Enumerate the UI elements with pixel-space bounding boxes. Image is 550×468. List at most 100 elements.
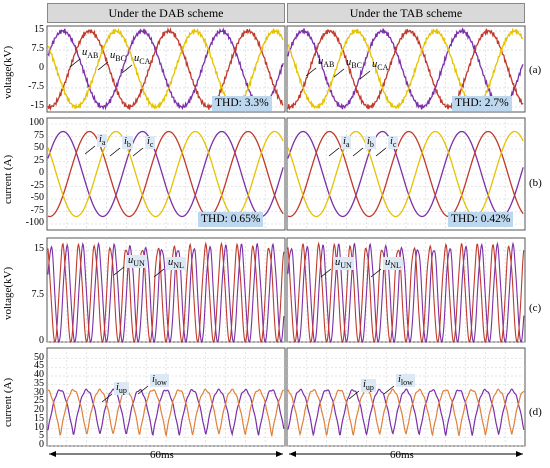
y-tick-label: 25 <box>34 154 44 166</box>
annotation-pointer <box>97 61 109 71</box>
i-low-trace <box>287 388 525 437</box>
annotation-pointer <box>84 145 96 155</box>
y-tick-label: 15 <box>34 24 44 36</box>
y-tick-label: 35 <box>34 377 44 389</box>
i-b-trace <box>47 130 284 218</box>
y-axis-label: voltage(kV) <box>2 266 14 320</box>
panel-label: (c) <box>529 302 542 314</box>
waveform-annotation: ic <box>388 136 399 150</box>
y-tick-label: -15 <box>30 99 44 111</box>
annotation-pointer <box>328 147 340 157</box>
y-tick-label: -75 <box>30 204 44 216</box>
waveform-annotation: iup <box>114 382 129 396</box>
thd-badge-dab: THD: 3.3% <box>212 96 272 111</box>
y-tick-label: 30 <box>34 386 44 398</box>
waveform-annotation: ia <box>97 134 108 148</box>
annotation-pointer <box>69 58 81 68</box>
annotation-pointer <box>383 385 395 395</box>
dab-scheme-header: Under the DAB scheme <box>47 3 285 23</box>
y-tick-label: 25 <box>34 395 44 407</box>
annotation-pointer <box>153 268 165 278</box>
y-tick-label: 20 <box>34 404 44 415</box>
time-span-right: 60ms <box>390 449 414 461</box>
y-tick-label: 100 <box>29 117 44 128</box>
panel-label: (b) <box>529 177 542 189</box>
waveform-annotation: uNL <box>166 257 186 271</box>
annotation-pointer <box>132 147 144 157</box>
waveform-annotation: uBC <box>346 57 362 71</box>
annotation-pointer <box>333 68 345 78</box>
i-a-trace <box>47 130 284 218</box>
arrow-head-right-icon <box>516 451 523 457</box>
annotation-pointer <box>359 70 371 80</box>
y-tick-label: -25 <box>30 179 44 191</box>
y-tick-label: 7.5 <box>31 289 45 301</box>
y-tick-label: -50 <box>30 192 44 203</box>
annotation-pointer <box>348 390 360 400</box>
u-bc-trace <box>287 28 524 111</box>
waveform-annotation: ilow <box>396 374 415 388</box>
panel-label: (d) <box>529 406 542 418</box>
arrow-head-right-icon <box>276 451 283 457</box>
y-tick-label: 0 <box>39 439 44 450</box>
panel-label: (a) <box>529 64 542 76</box>
time-span-left: 60ms <box>150 449 174 461</box>
u-nl-trace <box>47 241 285 344</box>
arrow-head-left-icon <box>289 451 296 457</box>
y-tick-label: 50 <box>34 351 44 363</box>
waveform-annotation: uBC <box>110 50 126 64</box>
y-tick-label: 0 <box>39 335 44 346</box>
i-a-trace <box>287 130 524 218</box>
i-b-trace <box>287 130 524 218</box>
annotation-pointer <box>375 147 387 157</box>
y-tick-label: -100 <box>25 217 44 228</box>
y-tick-label: 15 <box>34 412 44 424</box>
waveform-annotation: ia <box>341 136 352 150</box>
i-c-trace <box>47 130 284 218</box>
y-axis-label: current (A) <box>2 377 14 427</box>
arrow-head-left-icon <box>49 451 56 457</box>
waveform-annotation: ib <box>122 136 133 150</box>
i-up-trace <box>47 388 285 437</box>
y-axis-label: current (A) <box>2 154 14 204</box>
tab-scheme-header: Under the TAB scheme <box>287 3 525 23</box>
annotation-pointer <box>137 385 149 395</box>
u-ab-trace <box>47 27 284 111</box>
waveform-annotation: ic <box>145 136 156 150</box>
y-tick-label: 75 <box>34 129 44 141</box>
waveform-annotation: ib <box>365 136 376 150</box>
u-un-trace <box>287 241 525 344</box>
y-tick-label: 5 <box>39 430 44 442</box>
annotation-pointer <box>113 266 125 276</box>
waveform-annotation: uAB <box>82 47 99 61</box>
u-ab-trace <box>287 27 524 110</box>
waveform-annotation: iup <box>361 379 376 393</box>
waveform-annotation: uCA <box>372 59 389 73</box>
y-tick-label: 50 <box>34 142 44 153</box>
annotation-pointer <box>109 147 121 157</box>
y-tick-label: 40 <box>34 369 44 380</box>
thd-badge-dab: THD: 0.65% <box>198 212 264 227</box>
thd-badge-tab: THD: 2.7% <box>452 96 512 111</box>
waveform-annotation: uAB <box>318 56 335 70</box>
waveform-annotation: ilow <box>150 374 169 388</box>
u-ca-trace <box>47 27 284 110</box>
i-c-trace <box>287 130 524 218</box>
y-tick-label: 15 <box>34 243 44 255</box>
waveform-annotation: uUN <box>126 255 147 269</box>
annotation-pointer <box>101 393 113 403</box>
waveform-annotation: uNL <box>383 257 403 271</box>
u-un-trace <box>47 241 285 344</box>
thd-badge-tab: THD: 0.42% <box>448 212 514 227</box>
annotation-pointer <box>370 268 382 278</box>
waveform-annotation: uUN <box>333 257 354 271</box>
annotation-pointer <box>121 64 133 74</box>
i-low-trace <box>47 388 284 438</box>
y-tick-label: 45 <box>34 360 44 372</box>
annotation-pointer <box>305 67 317 77</box>
y-tick-label: 0 <box>39 167 44 178</box>
u-nl-trace <box>287 241 525 344</box>
annotation-pointer <box>352 147 364 157</box>
y-axis-label: voltage(kV) <box>2 45 14 99</box>
